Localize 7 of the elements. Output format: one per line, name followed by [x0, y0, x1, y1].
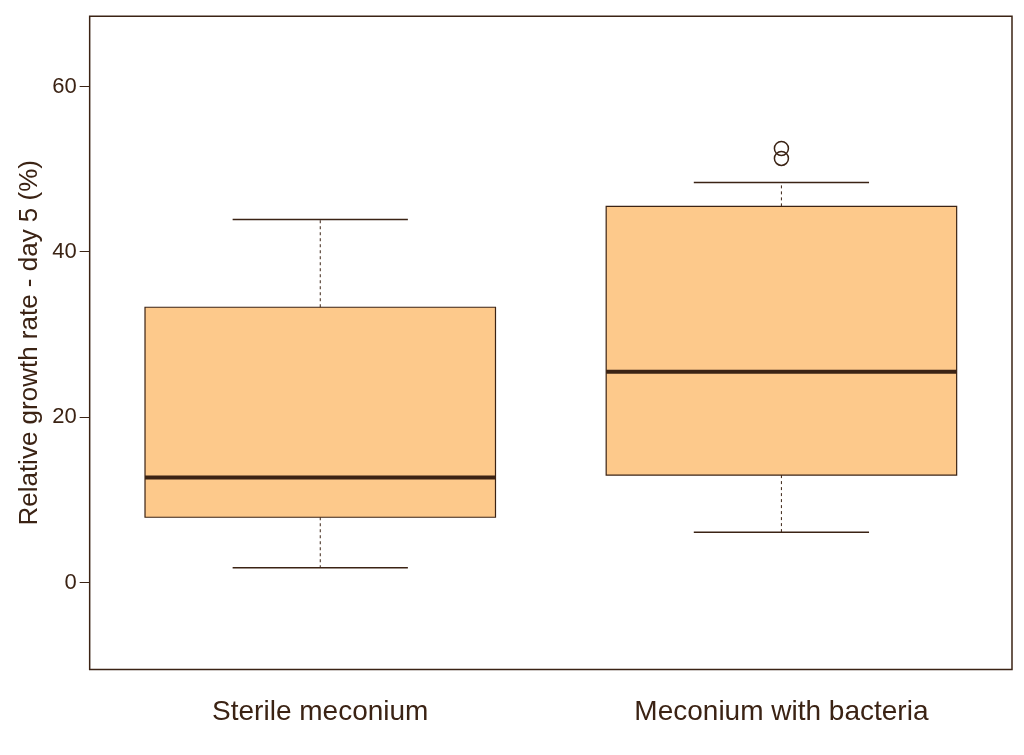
y-tick-label: 20	[52, 403, 77, 429]
x-tick-label: Sterile meconium	[212, 694, 429, 726]
y-tick-label: 40	[52, 237, 77, 263]
y-tick-label: 60	[52, 72, 77, 98]
x-tick-label: Meconium with bacteria	[634, 694, 929, 726]
y-tick-label: 0	[64, 568, 77, 594]
y-axis-title: Relative growth rate - day 5 (%)	[12, 160, 43, 526]
